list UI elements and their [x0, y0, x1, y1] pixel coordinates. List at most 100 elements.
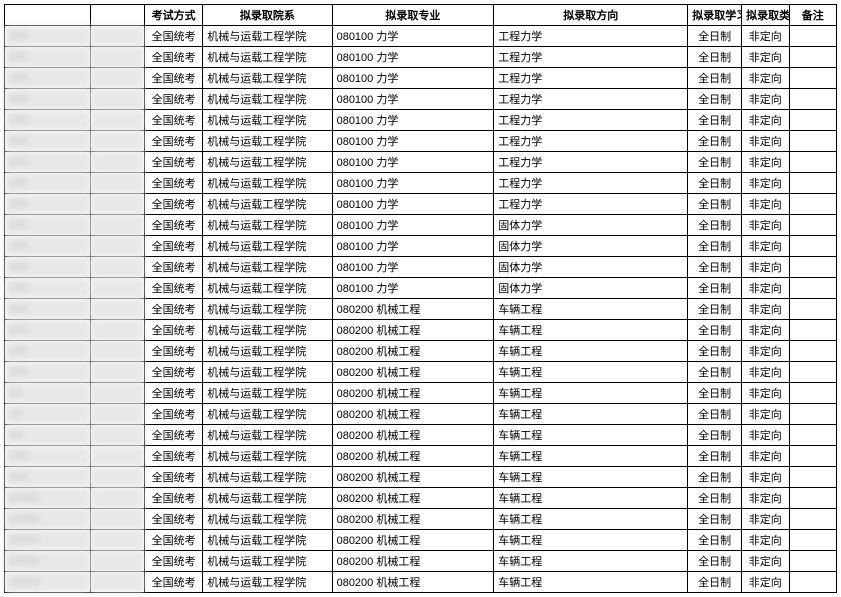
cell-exam: 全国统考: [145, 236, 203, 257]
cell-blur1: 10532: [5, 488, 91, 509]
cell-direction: 工程力学: [494, 47, 688, 68]
cell-blur2: [91, 194, 145, 215]
table-row: 105全国统考机械与运载工程学院080200 机械工程车辆工程全日制非定向: [5, 341, 837, 362]
cell-exam: 全国统考: [145, 131, 203, 152]
cell-category: 非定向: [742, 131, 789, 152]
cell-dept: 机械与运载工程学院: [203, 551, 332, 572]
cell-remark: [789, 383, 837, 404]
cell-remark: [789, 152, 837, 173]
cell-category: 非定向: [742, 341, 789, 362]
cell-dept: 机械与运载工程学院: [203, 383, 332, 404]
table-row: 105全国统考机械与运载工程学院080100 力学固体力学全日制非定向: [5, 257, 837, 278]
cell-blur2: [91, 68, 145, 89]
cell-direction: 车辆工程: [494, 299, 688, 320]
cell-major: 080200 机械工程: [332, 551, 494, 572]
cell-study: 全日制: [688, 236, 742, 257]
cell-dept: 机械与运载工程学院: [203, 131, 332, 152]
cell-blur1: 10532: [5, 551, 91, 572]
cell-exam: 全国统考: [145, 572, 203, 593]
cell-dept: 机械与运载工程学院: [203, 530, 332, 551]
cell-dept: 机械与运载工程学院: [203, 467, 332, 488]
cell-blur2: [91, 299, 145, 320]
table-row: 105全国统考机械与运载工程学院080100 力学工程力学全日制非定向: [5, 68, 837, 89]
cell-dept: 机械与运载工程学院: [203, 173, 332, 194]
cell-direction: 车辆工程: [494, 404, 688, 425]
cell-major: 080100 力学: [332, 47, 494, 68]
cell-blur1: 105: [5, 362, 91, 383]
header-dept: 拟录取院系: [203, 5, 332, 26]
cell-remark: [789, 362, 837, 383]
cell-category: 非定向: [742, 572, 789, 593]
header-blur2: [91, 5, 145, 26]
cell-blur1: 105: [5, 152, 91, 173]
cell-direction: 工程力学: [494, 152, 688, 173]
cell-study: 全日制: [688, 278, 742, 299]
cell-major: 080100 力学: [332, 131, 494, 152]
cell-category: 非定向: [742, 425, 789, 446]
cell-blur1: 105: [5, 236, 91, 257]
cell-study: 全日制: [688, 320, 742, 341]
table-row: 105全国统考机械与运载工程学院080200 机械工程车辆工程全日制非定向: [5, 467, 837, 488]
cell-direction: 车辆工程: [494, 551, 688, 572]
cell-category: 非定向: [742, 320, 789, 341]
cell-blur1: 105: [5, 89, 91, 110]
cell-study: 全日制: [688, 47, 742, 68]
table-row: 10532全国统考机械与运载工程学院080200 机械工程车辆工程全日制非定向: [5, 572, 837, 593]
cell-exam: 全国统考: [145, 530, 203, 551]
table-row: 10全国统考机械与运载工程学院080200 机械工程车辆工程全日制非定向: [5, 383, 837, 404]
cell-category: 非定向: [742, 194, 789, 215]
cell-major: 080100 力学: [332, 257, 494, 278]
table-row: 105全国统考机械与运载工程学院080200 机械工程车辆工程全日制非定向: [5, 446, 837, 467]
cell-category: 非定向: [742, 89, 789, 110]
cell-exam: 全国统考: [145, 467, 203, 488]
cell-study: 全日制: [688, 446, 742, 467]
table-row: 105全国统考机械与运载工程学院080100 力学固体力学全日制非定向: [5, 215, 837, 236]
cell-remark: [789, 320, 837, 341]
table-row: 105全国统考机械与运载工程学院080100 力学工程力学全日制非定向: [5, 26, 837, 47]
cell-dept: 机械与运载工程学院: [203, 299, 332, 320]
cell-direction: 固体力学: [494, 278, 688, 299]
cell-dept: 机械与运载工程学院: [203, 257, 332, 278]
cell-major: 080100 力学: [332, 215, 494, 236]
cell-remark: [789, 194, 837, 215]
cell-major: 080100 力学: [332, 278, 494, 299]
cell-dept: 机械与运载工程学院: [203, 47, 332, 68]
cell-direction: 车辆工程: [494, 467, 688, 488]
cell-remark: [789, 68, 837, 89]
cell-category: 非定向: [742, 26, 789, 47]
cell-category: 非定向: [742, 257, 789, 278]
cell-exam: 全国统考: [145, 425, 203, 446]
table-row: 10全国统考机械与运载工程学院080200 机械工程车辆工程全日制非定向: [5, 404, 837, 425]
header-category: 拟录取类别: [742, 5, 789, 26]
cell-exam: 全国统考: [145, 152, 203, 173]
cell-blur2: [91, 278, 145, 299]
cell-remark: [789, 488, 837, 509]
cell-blur2: [91, 467, 145, 488]
cell-blur2: [91, 173, 145, 194]
cell-category: 非定向: [742, 47, 789, 68]
cell-study: 全日制: [688, 467, 742, 488]
cell-category: 非定向: [742, 362, 789, 383]
cell-direction: 固体力学: [494, 236, 688, 257]
cell-major: 080200 机械工程: [332, 467, 494, 488]
cell-blur2: [91, 131, 145, 152]
cell-exam: 全国统考: [145, 509, 203, 530]
cell-blur2: [91, 236, 145, 257]
cell-blur1: 105: [5, 68, 91, 89]
cell-blur2: [91, 47, 145, 68]
cell-remark: [789, 236, 837, 257]
cell-study: 全日制: [688, 68, 742, 89]
cell-remark: [789, 530, 837, 551]
cell-dept: 机械与运载工程学院: [203, 425, 332, 446]
cell-major: 080200 机械工程: [332, 572, 494, 593]
cell-direction: 车辆工程: [494, 362, 688, 383]
header-direction: 拟录取方向: [494, 5, 688, 26]
cell-remark: [789, 467, 837, 488]
cell-blur1: 105: [5, 341, 91, 362]
cell-blur1: 105: [5, 194, 91, 215]
cell-blur2: [91, 404, 145, 425]
cell-study: 全日制: [688, 26, 742, 47]
table-row: 10532全国统考机械与运载工程学院080200 机械工程车辆工程全日制非定向: [5, 488, 837, 509]
header-study: 拟录取学习方式: [688, 5, 742, 26]
cell-direction: 工程力学: [494, 131, 688, 152]
